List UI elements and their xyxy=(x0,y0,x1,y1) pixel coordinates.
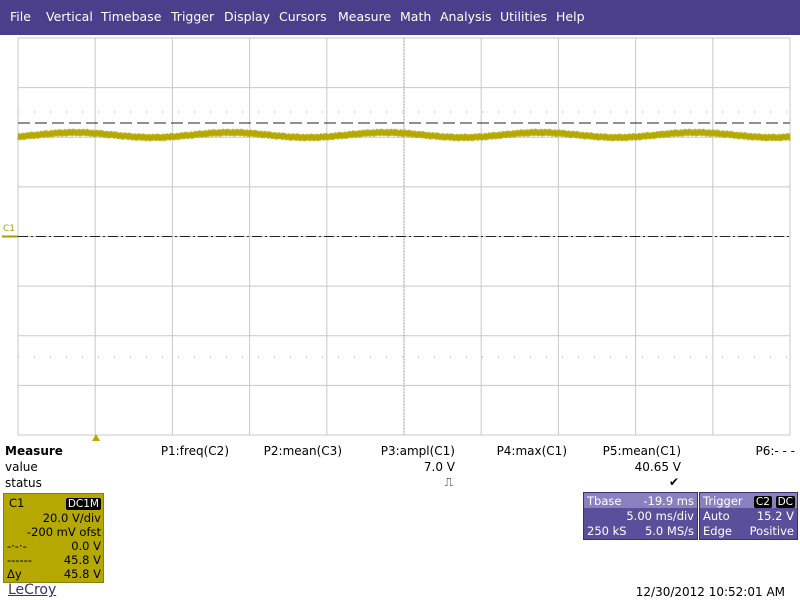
param-value: 40.65 V xyxy=(634,460,681,474)
param-name: P1:freq(C2) xyxy=(160,444,229,458)
trigger-coupling: DC xyxy=(775,496,795,508)
param-value: 7.0 V xyxy=(423,460,455,474)
menu-bar: File Vertical Timebase Trigger Display Cursor… xyxy=(0,0,800,35)
param-name: P3:ampl(C1) xyxy=(380,444,455,458)
waveform-grid xyxy=(2,37,791,441)
timebase-box[interactable]: Tbase -19.9 ms 5.00 ms/div 250 kS 5.0 MS… xyxy=(583,492,698,540)
menu-item[interactable]: File xyxy=(10,9,31,24)
line-label: ------ xyxy=(7,553,32,567)
menu-item[interactable]: Measure xyxy=(338,9,392,24)
trigger-slope: Positive xyxy=(749,524,794,538)
param-status: ⎍ xyxy=(444,475,453,489)
param-name: P5:mean(C1) xyxy=(602,444,681,458)
menu-item[interactable]: Analysis xyxy=(440,9,492,24)
timestamp: 12/30/2012 10:52:01 AM xyxy=(635,585,785,599)
menu-item[interactable]: Cursors xyxy=(279,9,327,24)
menu-item[interactable]: Vertical xyxy=(46,9,93,24)
menu-item[interactable]: Trigger xyxy=(171,9,215,24)
line-label: -·-·- xyxy=(7,539,27,553)
delay: -19.9 ms xyxy=(643,494,694,508)
menu-item[interactable]: Display xyxy=(224,9,271,24)
line-value: 45.8 V xyxy=(63,567,101,581)
trigger-box[interactable]: Trigger C2 DC Auto 15.2 V Edge Positive xyxy=(699,492,798,540)
line-label: Δy xyxy=(7,567,22,581)
brand: LeCroy xyxy=(8,582,57,598)
menu-item[interactable]: Help xyxy=(556,9,585,24)
samples: 250 kS xyxy=(587,524,627,538)
trigger-marker xyxy=(92,434,100,441)
measure-title: Measure xyxy=(5,444,63,458)
channel-name: C1 xyxy=(9,496,25,510)
param-name: P4:max(C1) xyxy=(496,444,567,458)
row-label: value xyxy=(5,460,38,474)
trigger-type: Edge xyxy=(703,524,732,538)
channel-box[interactable]: C1 DC1M 20.0 V/div -200 mV ofst -·-·- 0.0… xyxy=(3,493,104,583)
trigger-source: C2 xyxy=(753,496,772,508)
trigger-title: Trigger xyxy=(703,494,743,508)
rate: 5.0 MS/s xyxy=(644,524,694,538)
menu-item[interactable]: Math xyxy=(400,9,432,24)
line-value: 0.0 V xyxy=(71,539,101,553)
vdiv: 20.0 V/div xyxy=(42,511,101,525)
row-label: status xyxy=(5,476,42,490)
menu-item[interactable]: Utilities xyxy=(500,9,548,24)
offset: -200 mV ofst xyxy=(26,525,101,539)
param-status: ✔ xyxy=(668,475,679,489)
param-name: P2:mean(C3) xyxy=(263,444,342,458)
tdiv: 5.00 ms/div xyxy=(626,509,694,523)
trigger-mode: Auto xyxy=(703,509,730,523)
param-name: P6:- - - xyxy=(755,444,795,458)
menu-item[interactable]: Timebase xyxy=(101,9,162,24)
trigger-level: 15.2 V xyxy=(756,509,794,523)
waveform xyxy=(17,128,791,142)
tbase-title: Tbase xyxy=(587,494,622,508)
coupling: DC1M xyxy=(65,498,101,510)
line-value: 45.8 V xyxy=(63,553,101,567)
trace-label: C1 xyxy=(3,224,16,234)
